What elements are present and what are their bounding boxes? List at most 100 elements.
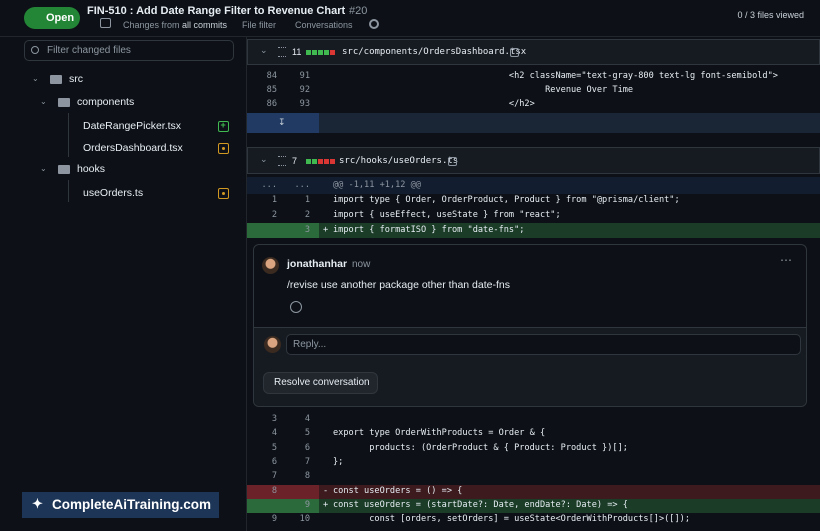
collapse-chevron[interactable]: ⌄ bbox=[260, 153, 268, 164]
new-line-number[interactable]: 6 bbox=[304, 442, 310, 453]
file-path[interactable]: src/hooks/useOrders.ts bbox=[339, 155, 459, 166]
file-header: ⌄ 11 src/components/OrdersDashboard.tsx bbox=[247, 39, 820, 65]
diff-line: 84 91 <h2 className="text-gray-800 text-l… bbox=[247, 70, 820, 84]
tree-guide bbox=[68, 113, 69, 135]
status-dot: + bbox=[220, 120, 226, 130]
old-line-number[interactable]: 86 bbox=[266, 99, 277, 109]
new-line-number[interactable]: 5 bbox=[304, 428, 310, 439]
pr-title: FIN-510 : Add Date Range Filter to Reven… bbox=[87, 5, 346, 17]
diffstat-block bbox=[306, 158, 311, 164]
line-number-gutter bbox=[247, 413, 319, 428]
file-name[interactable]: useOrders.ts bbox=[83, 187, 144, 199]
changes-label[interactable]: Changes from bbox=[123, 20, 180, 30]
chevron[interactable]: ⌄ bbox=[40, 97, 47, 106]
sidebar-divider bbox=[246, 37, 247, 531]
code-line: const [orders, setOrders] = useState<Ord… bbox=[333, 514, 690, 525]
old-line-number[interactable]: 84 bbox=[266, 71, 277, 81]
new-line-number[interactable]: 7 bbox=[304, 457, 310, 468]
file-name[interactable]: DateRangePicker.tsx bbox=[83, 120, 182, 132]
line-number-gutter bbox=[247, 427, 319, 442]
settings-icon[interactable] bbox=[369, 19, 379, 29]
old-line-number[interactable]: 85 bbox=[266, 85, 277, 95]
old-line-number[interactable]: 2 bbox=[271, 210, 277, 221]
filter-placeholder: Filter changed files bbox=[47, 45, 131, 56]
search-icon bbox=[31, 46, 39, 54]
folder-name[interactable]: components bbox=[77, 96, 135, 108]
change-count: 11 bbox=[292, 47, 302, 57]
new-line-number[interactable]: 9 bbox=[304, 499, 310, 510]
copy-icon[interactable] bbox=[510, 48, 519, 57]
diffstat-block bbox=[318, 50, 323, 55]
old-line-number[interactable]: 6 bbox=[271, 457, 277, 468]
comment-menu[interactable]: ⋯ bbox=[780, 253, 792, 267]
conversations[interactable]: Conversations bbox=[295, 20, 353, 30]
resolve-button[interactable]: Resolve conversation bbox=[263, 372, 378, 394]
new-line-number[interactable]: 92 bbox=[299, 85, 310, 95]
new-line-number[interactable]: 4 bbox=[304, 414, 310, 425]
diff-line-changed: 3 + import { formatISO } from "date-fns"; bbox=[247, 223, 820, 239]
copy-icon[interactable] bbox=[448, 156, 457, 166]
line-number-gutter bbox=[247, 513, 319, 528]
line-number-gutter bbox=[247, 470, 319, 485]
old-line-number[interactable]: 5 bbox=[271, 442, 277, 453]
expand-icon[interactable] bbox=[278, 47, 286, 57]
diffstat-block bbox=[330, 50, 335, 55]
old-line-number[interactable]: 1 bbox=[271, 195, 277, 206]
code-line: const useOrders = () => { bbox=[333, 485, 463, 496]
file-name[interactable]: OrdersDashboard.tsx bbox=[83, 142, 183, 154]
hunk-old[interactable]: ... bbox=[261, 180, 277, 190]
code-line: import type { Order, OrderProduct, Produ… bbox=[333, 195, 680, 206]
diff-line: 2 2 import { useEffect, useState } from "r… bbox=[247, 208, 820, 224]
diff-sign: - bbox=[323, 485, 329, 496]
diff-line-changed: 9 + const useOrders = (startDate?: Date, e… bbox=[247, 498, 820, 514]
line-number-gutter bbox=[247, 208, 319, 224]
diffstat-block bbox=[306, 50, 311, 55]
sidebar-toggle[interactable] bbox=[100, 18, 111, 28]
comment-time[interactable]: now bbox=[352, 259, 371, 270]
expand-row: ↧ bbox=[247, 113, 820, 133]
change-count: 7 bbox=[292, 155, 298, 166]
diff-line: 5 6 products: (OrderProduct & { Product: … bbox=[247, 441, 820, 456]
new-line-number[interactable]: 2 bbox=[304, 210, 310, 221]
hunk-new[interactable]: ... bbox=[294, 180, 310, 190]
old-line-number[interactable]: 8 bbox=[271, 485, 277, 496]
folder-name[interactable]: hooks bbox=[77, 163, 106, 175]
folder-name[interactable]: src bbox=[69, 73, 83, 85]
new-line-number[interactable]: 8 bbox=[304, 471, 310, 482]
expand-icon[interactable] bbox=[278, 155, 286, 166]
status-dot bbox=[221, 146, 225, 150]
reaction-button[interactable] bbox=[290, 301, 302, 313]
code-line: products: (OrderProduct & { Product: Pro… bbox=[333, 442, 628, 453]
comment-body: /revise use another package other than d… bbox=[287, 279, 510, 291]
new-line-number[interactable]: 10 bbox=[299, 514, 310, 525]
files-viewed: 0 / 3 files viewed bbox=[737, 10, 804, 20]
chevron[interactable]: ⌄ bbox=[40, 164, 47, 173]
old-line-number[interactable]: 9 bbox=[271, 514, 277, 525]
expand-button[interactable] bbox=[247, 113, 319, 133]
folder-icon bbox=[50, 75, 62, 84]
changes-value[interactable]: all commits bbox=[182, 20, 228, 30]
avatar[interactable] bbox=[262, 257, 279, 274]
new-line-number[interactable]: 91 bbox=[299, 71, 310, 81]
file-filter[interactable]: File filter bbox=[242, 20, 277, 30]
new-line-number[interactable]: 3 bbox=[304, 224, 310, 235]
new-line-number[interactable]: 1 bbox=[304, 195, 310, 206]
old-line-number[interactable]: 4 bbox=[271, 428, 277, 439]
comment-author[interactable]: jonathanhar bbox=[287, 258, 348, 270]
diff-line: 1 1 import type { Order, OrderProduct, Pro… bbox=[247, 194, 820, 209]
old-line-number[interactable]: 7 bbox=[271, 471, 277, 482]
expand-arrow[interactable]: ↧ bbox=[278, 117, 286, 127]
reply-input[interactable]: Reply... bbox=[286, 334, 801, 355]
diff-line: 85 92 Revenue Over Time bbox=[247, 84, 820, 98]
file-path[interactable]: src/components/OrdersDashboard.tsx bbox=[342, 47, 527, 57]
hunk-row: ...... @@ -1,11 +1,12 @@ bbox=[247, 177, 820, 194]
new-line-number[interactable]: 93 bbox=[299, 99, 310, 109]
line-number-gutter bbox=[247, 98, 319, 112]
chevron[interactable]: ⌄ bbox=[32, 74, 39, 83]
collapse-chevron[interactable]: ⌄ bbox=[260, 45, 268, 55]
filter-input[interactable]: Filter changed files bbox=[24, 40, 234, 61]
old-line-number[interactable]: 3 bbox=[271, 414, 277, 425]
